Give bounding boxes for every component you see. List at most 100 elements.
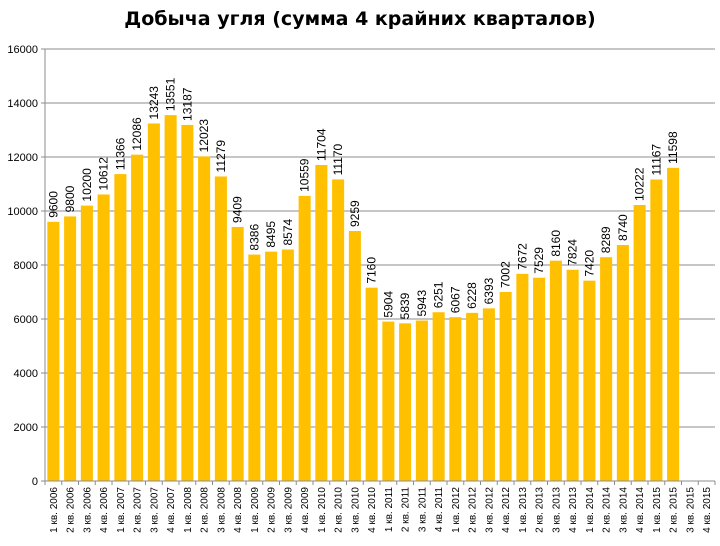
chart-title: Добыча угля (сумма 4 крайних кварталов) <box>124 8 596 30</box>
x-tick-label: 3 кв. 2015 <box>685 487 696 533</box>
data-label: 8574 <box>281 218 295 245</box>
data-label: 12086 <box>130 117 144 151</box>
x-tick-label: 2 кв. 2011 <box>401 487 412 533</box>
data-label: 5839 <box>398 292 412 319</box>
x-tick-label: 3 кв. 2014 <box>618 487 629 533</box>
x-tick-label: 4 кв. 2013 <box>568 487 579 533</box>
data-label: 7002 <box>499 261 513 288</box>
bar <box>399 323 412 481</box>
y-tick-label: 6000 <box>14 314 38 326</box>
bar <box>97 194 110 481</box>
x-tick-label: 2 кв. 2007 <box>133 487 144 533</box>
data-label: 8495 <box>264 221 278 248</box>
x-tick-label: 2 кв. 2014 <box>602 487 613 533</box>
x-tick-label: 4 кв. 2010 <box>367 487 378 533</box>
bar <box>315 164 328 481</box>
x-tick-label: 2 кв. 2015 <box>669 487 680 533</box>
y-tick-label: 0 <box>32 476 38 488</box>
data-label: 10559 <box>298 158 312 192</box>
bar <box>114 174 127 482</box>
data-label: 11598 <box>666 131 680 164</box>
data-label: 11366 <box>113 137 127 170</box>
bar <box>80 205 93 481</box>
x-tick-label: 1 кв. 2009 <box>250 487 261 533</box>
x-tick-label: 3 кв. 2011 <box>417 487 428 533</box>
data-label: 6228 <box>465 282 479 309</box>
x-tick-label: 3 кв. 2012 <box>484 487 495 533</box>
bar <box>466 312 479 481</box>
data-label: 5943 <box>415 290 429 317</box>
data-label: 7529 <box>532 247 546 274</box>
data-label: 13187 <box>180 87 194 121</box>
data-label: 11170 <box>331 143 345 175</box>
data-label: 9800 <box>63 185 77 212</box>
x-tick-label: 3 кв. 2006 <box>82 487 93 533</box>
bar <box>348 231 361 481</box>
y-tick-label: 2000 <box>14 422 38 434</box>
y-tick-label: 14000 <box>7 98 38 110</box>
x-tick-label: 3 кв. 2009 <box>283 487 294 533</box>
x-tick-label: 2 кв. 2012 <box>468 487 479 533</box>
data-label: 10200 <box>80 168 94 202</box>
bar <box>516 273 529 481</box>
bar <box>265 251 278 481</box>
x-tick-label: 4 кв. 2009 <box>300 487 311 533</box>
x-tick-label: 2 кв. 2013 <box>535 487 546 533</box>
bar <box>583 280 596 481</box>
bar <box>298 195 311 482</box>
x-tick-label: 2 кв. 2010 <box>334 487 345 533</box>
x-tick-label: 4 кв. 2008 <box>233 487 244 533</box>
bar <box>616 245 629 481</box>
x-tick-label: 1 кв. 2014 <box>585 487 596 533</box>
data-label: 7672 <box>515 243 529 270</box>
x-tick-label: 1 кв. 2010 <box>317 487 328 533</box>
x-tick-label: 4 кв. 2007 <box>166 487 177 533</box>
x-tick-label: 1 кв. 2008 <box>183 487 194 533</box>
bar <box>566 269 579 481</box>
data-label: 9259 <box>348 200 362 227</box>
x-tick-label: 2 кв. 2008 <box>200 487 211 533</box>
y-tick-label: 4000 <box>14 368 38 380</box>
x-tick-label: 1 кв. 2015 <box>652 487 663 533</box>
bar <box>650 179 663 481</box>
y-tick-label: 8000 <box>14 260 38 272</box>
data-label: 11279 <box>214 140 228 173</box>
data-label: 9600 <box>46 191 60 218</box>
bar <box>633 205 646 482</box>
bar <box>64 216 77 481</box>
x-tick-label: 2 кв. 2009 <box>267 487 278 533</box>
x-tick-label: 4 кв. 2012 <box>501 487 512 533</box>
x-tick-label: 1 кв. 2006 <box>49 487 60 533</box>
data-label: 12023 <box>197 119 211 153</box>
x-tick-label: 4 кв. 2015 <box>702 487 713 533</box>
x-tick-label: 4 кв. 2006 <box>99 487 110 533</box>
data-label: 6067 <box>448 286 462 313</box>
x-tick-label: 1 кв. 2011 <box>384 487 395 533</box>
x-tick-label: 4 кв. 2014 <box>635 487 646 533</box>
data-label: 8289 <box>599 226 613 253</box>
bar <box>231 226 244 481</box>
bar <box>432 312 445 481</box>
bar <box>482 308 495 481</box>
bar <box>415 320 428 481</box>
y-tick-label: 10000 <box>7 206 38 218</box>
x-tick-label: 1 кв. 2013 <box>518 487 529 533</box>
bar <box>449 317 462 481</box>
data-label: 9409 <box>231 196 245 223</box>
y-tick-label: 16000 <box>7 44 38 56</box>
data-label: 8386 <box>247 224 261 251</box>
bar <box>600 257 613 481</box>
bar <box>214 176 227 482</box>
data-label: 11704 <box>314 128 328 161</box>
data-label: 6393 <box>482 277 496 304</box>
bar <box>533 277 546 481</box>
x-tick-label: 3 кв. 2007 <box>149 487 160 533</box>
bar <box>332 179 345 481</box>
x-tick-label: 1 кв. 2012 <box>451 487 462 533</box>
x-tick-label: 4 кв. 2011 <box>434 487 445 533</box>
bar <box>281 249 294 481</box>
data-label: 13243 <box>147 86 161 120</box>
data-label: 8740 <box>616 214 630 241</box>
